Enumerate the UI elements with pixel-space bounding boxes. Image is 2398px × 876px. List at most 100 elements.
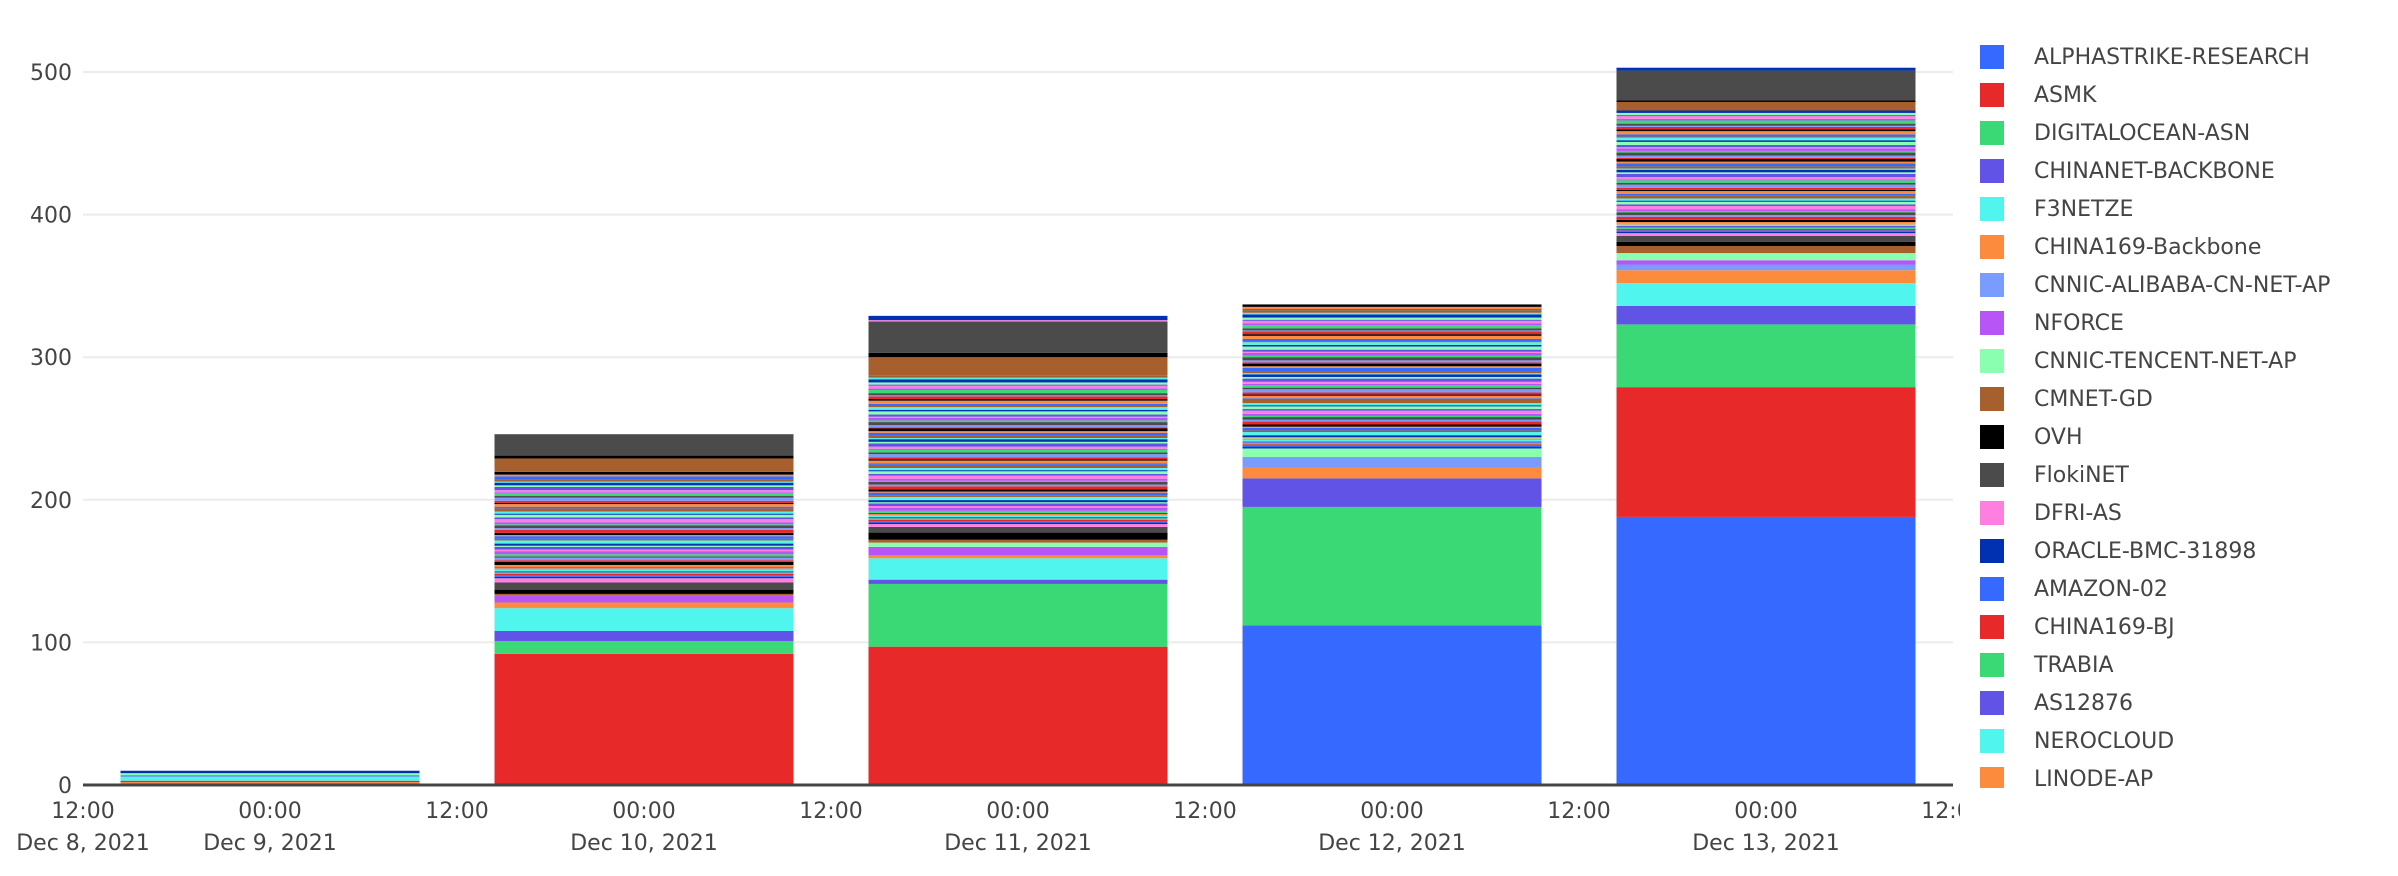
bar-segment-unlisted[interactable] <box>494 500 794 503</box>
bar-segment-unlisted[interactable] <box>1616 161 1916 164</box>
bar-segment-unlisted[interactable] <box>1242 325 1542 329</box>
bar-segment-unlisted[interactable] <box>1242 355 1542 358</box>
bar-segment-unlisted[interactable] <box>1242 331 1542 335</box>
bar-segment-unlisted[interactable] <box>494 522 794 525</box>
bar-segment-unlisted[interactable] <box>1616 198 1916 201</box>
bar-segment-unlisted[interactable] <box>1616 183 1916 185</box>
bar-segment-unlisted[interactable] <box>868 321 1168 353</box>
bar-segment-unlisted[interactable] <box>868 405 1168 408</box>
bar-segment-unlisted[interactable] <box>1242 376 1542 379</box>
bar-segment-unlisted[interactable] <box>1242 421 1542 425</box>
bar-segment-unlisted[interactable] <box>868 448 1168 450</box>
bar-segment-unlisted[interactable] <box>868 431 1168 433</box>
bar-segment-oracle-bmc-31898[interactable] <box>1616 231 1916 234</box>
bar-segment-unlisted[interactable] <box>1616 173 1916 178</box>
bar-segment-as12876[interactable] <box>868 516 1168 519</box>
bar-segment-asmk[interactable] <box>868 646 1168 785</box>
bar-segment-unlisted[interactable] <box>1242 341 1542 343</box>
bar-segment-unlisted[interactable] <box>1616 184 1916 188</box>
bar-segment-unlisted[interactable] <box>1616 70 1916 101</box>
bar-segment-unlisted[interactable] <box>868 500 1168 503</box>
bar-segment-unlisted[interactable] <box>1242 419 1542 422</box>
bar-segment-unlisted[interactable] <box>1242 389 1542 393</box>
bar-segment-unlisted[interactable] <box>1616 155 1916 158</box>
legend-item[interactable]: NFORCE <box>1960 304 2398 342</box>
bar-segment-unlisted[interactable] <box>868 377 1168 380</box>
bar-segment-unlisted[interactable] <box>868 486 1168 490</box>
bar-segment-unlisted[interactable] <box>494 506 794 509</box>
bar-segment-linode-ap[interactable] <box>1616 223 1916 225</box>
bar-segment-unlisted[interactable] <box>494 434 794 456</box>
legend-item[interactable]: CNNIC-TENCENT-NET-AP <box>1960 342 2398 380</box>
bar-segment-oracle-bmc-31898[interactable] <box>1242 447 1542 449</box>
bar-segment-unlisted[interactable] <box>494 525 794 529</box>
bar-segment-unlisted[interactable] <box>868 407 1168 410</box>
bar-segment-trabia[interactable] <box>1242 442 1542 445</box>
bar-segment-china169-bj[interactable] <box>1616 228 1916 231</box>
bar-segment-oracle-bmc-31898[interactable] <box>494 576 794 579</box>
bar-segment-unlisted[interactable] <box>868 489 1168 492</box>
bar-segment-unlisted[interactable] <box>868 510 1168 513</box>
legend-item[interactable]: AMAZON-02 <box>1960 570 2398 608</box>
bar-segment-unlisted[interactable] <box>1242 378 1542 382</box>
bar-segment-chinanet-backbone[interactable] <box>1616 305 1916 325</box>
bar-segment-china169-bj[interactable] <box>1242 444 1542 446</box>
bar-segment-unlisted[interactable] <box>868 484 1168 487</box>
bar-segment-unlisted[interactable] <box>1242 342 1542 345</box>
bar-segment-unlisted[interactable] <box>1616 148 1916 151</box>
bar-segment-unlisted[interactable] <box>1242 381 1542 384</box>
legend-item[interactable]: CHINA169-Backbone <box>1960 228 2398 266</box>
bar-segment-unlisted[interactable] <box>1616 169 1916 173</box>
bar-segment-amazon-02[interactable] <box>868 521 1168 523</box>
bar-segment-unlisted[interactable] <box>868 506 1168 508</box>
bar-segment-unlisted[interactable] <box>494 486 794 491</box>
bar-segment-unlisted[interactable] <box>1242 424 1542 427</box>
bar-segment-unlisted[interactable] <box>494 508 794 512</box>
bar-segment-china169-bj[interactable] <box>120 780 420 783</box>
bar-segment-unlisted[interactable] <box>494 493 794 497</box>
legend-item[interactable]: CHINANET-BACKBONE <box>1960 152 2398 190</box>
bar-segment-unlisted[interactable] <box>868 446 1168 449</box>
bar-segment-unlisted[interactable] <box>1242 306 1542 310</box>
bar-segment-unlisted[interactable] <box>868 463 1168 465</box>
bar-segment-unlisted[interactable] <box>1242 363 1542 367</box>
bar-segment-unlisted[interactable] <box>494 471 794 475</box>
legend-item[interactable]: ALPHASTRIKE-RESEARCH <box>1960 38 2398 76</box>
bar-segment-unlisted[interactable] <box>1242 367 1542 372</box>
bar-segment-unlisted[interactable] <box>1242 385 1542 388</box>
bar-segment-alphastrike-research[interactable] <box>1242 625 1542 785</box>
bar-segment-unlisted[interactable] <box>1242 314 1542 318</box>
bar-segment-unlisted[interactable] <box>868 389 1168 394</box>
bar-segment-ovh[interactable] <box>1616 241 1916 246</box>
bar-segment-unlisted[interactable] <box>868 422 1168 426</box>
legend-item[interactable]: CNNIC-ALIBABA-CN-NET-AP <box>1960 266 2398 304</box>
bar-segment-unlisted[interactable] <box>868 452 1168 455</box>
bar-segment-unlisted[interactable] <box>1616 150 1916 153</box>
bar-segment-unlisted[interactable] <box>868 441 1168 444</box>
bar-segment-unlisted[interactable] <box>1242 426 1542 428</box>
bar-segment-unlisted[interactable] <box>494 519 794 523</box>
bar-segment-digitalocean-asn[interactable] <box>1616 324 1916 388</box>
bar-segment-unlisted[interactable] <box>1616 204 1916 207</box>
bar-segment-unlisted[interactable] <box>494 545 794 547</box>
legend-item[interactable]: LINODE-AP <box>1960 760 2398 788</box>
bar-segment-unlisted[interactable] <box>1616 134 1916 137</box>
bar-segment-unlisted[interactable] <box>120 770 420 774</box>
bar-segment-unlisted[interactable] <box>1616 118 1916 121</box>
bar-segment-unlisted[interactable] <box>1616 116 1916 119</box>
bar-segment-trabia[interactable] <box>494 572 794 574</box>
bar-segment-nforce[interactable] <box>494 595 794 603</box>
bar-segment-unlisted[interactable] <box>1242 319 1542 321</box>
bar-segment-unlisted[interactable] <box>1616 180 1916 184</box>
bar-segment-unlisted[interactable] <box>1242 410 1542 414</box>
bar-segment-unlisted[interactable] <box>1616 140 1916 142</box>
bar-segment-asmk[interactable] <box>1616 387 1916 517</box>
bar-segment-unlisted[interactable] <box>868 393 1168 396</box>
bar-segment-digitalocean-asn[interactable] <box>868 583 1168 647</box>
bar-segment-ovh[interactable] <box>868 532 1168 540</box>
bar-segment-unlisted[interactable] <box>868 512 1168 515</box>
bar-segment-unlisted[interactable] <box>1616 166 1916 169</box>
bar-segment-unlisted[interactable] <box>1616 177 1916 180</box>
bar-segment-unlisted[interactable] <box>1616 123 1916 126</box>
bar-segment-china169-backbone[interactable] <box>868 555 1168 559</box>
